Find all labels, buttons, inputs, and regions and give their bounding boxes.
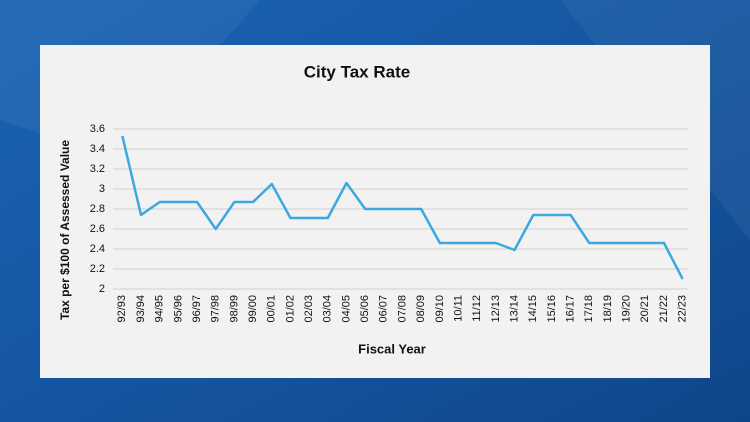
x-tick-label: 10/11 (452, 295, 464, 322)
y-tick-label: 2.8 (90, 203, 105, 215)
x-tick-label: 11/12 (471, 295, 483, 322)
x-tick-label: 09/10 (434, 295, 446, 323)
x-tick-label: 99/00 (247, 295, 259, 323)
x-tick-label: 93/94 (135, 295, 147, 323)
y-tick-label: 3 (99, 183, 105, 195)
x-tick-label: 00/01 (266, 295, 278, 323)
x-tick-label: 01/02 (284, 295, 296, 323)
x-tick-label: 13/14 (508, 295, 520, 323)
x-tick-label: 17/18 (583, 295, 595, 323)
y-axis-title: Tax per $100 of Assessed Value (58, 140, 72, 320)
x-tick-label: 07/08 (396, 295, 408, 323)
x-tick-label: 04/05 (340, 295, 352, 323)
x-tick-label: 15/16 (546, 295, 558, 323)
y-tick-label: 3.2 (90, 163, 105, 175)
x-tick-label: 05/06 (359, 295, 371, 323)
x-tick-label: 97/98 (210, 295, 222, 323)
x-tick-label: 12/13 (490, 295, 502, 323)
x-tick-label: 96/97 (191, 295, 203, 323)
x-tick-label: 92/93 (116, 295, 128, 323)
x-tick-label: 18/19 (602, 295, 614, 323)
panel (40, 45, 710, 378)
x-tick-label: 14/15 (527, 295, 539, 323)
x-tick-label: 06/07 (378, 295, 390, 323)
x-axis-title: Fiscal Year (358, 341, 426, 356)
x-tick-label: 22/23 (677, 295, 689, 323)
x-tick-label: 98/99 (228, 295, 240, 323)
line (121, 135, 684, 280)
y-tick-label: 3.4 (90, 143, 105, 155)
x-tick-label: 08/09 (415, 295, 427, 323)
y-tick-label: 2.6 (90, 223, 105, 235)
x-tick-label: 95/96 (172, 295, 184, 323)
x-tick-label: 02/03 (303, 295, 315, 323)
x-tick-label: 16/17 (565, 295, 577, 323)
x-tick-label: 20/21 (639, 295, 651, 323)
x-tick-label: 21/22 (658, 295, 670, 323)
x-tick-label: 03/04 (322, 295, 334, 323)
x-tick-label: 19/20 (621, 295, 633, 323)
chart-title: City Tax Rate (304, 62, 410, 81)
y-tick-label: 2.4 (90, 243, 105, 255)
y-tick-label: 2 (99, 283, 105, 295)
x-tick-label: 94/95 (154, 295, 166, 323)
y-tick-label: 3.6 (90, 123, 105, 135)
y-tick-label: 2.2 (90, 263, 105, 275)
